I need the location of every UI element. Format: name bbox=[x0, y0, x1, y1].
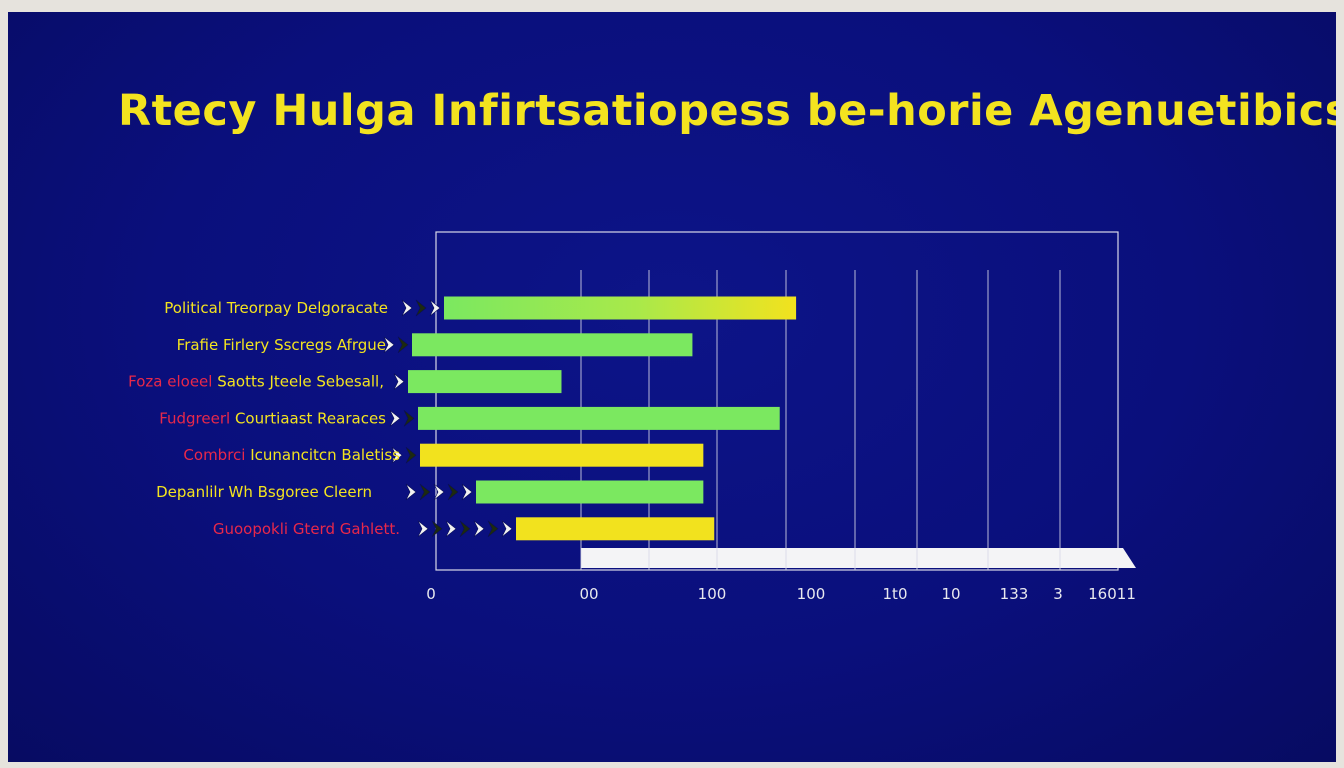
bar-arrow-marker bbox=[459, 520, 471, 538]
x-tick-label: 3 bbox=[1053, 585, 1063, 603]
bar-chart: Political Treorpay Delgoracate Frafie Fir… bbox=[128, 231, 1136, 603]
bar-arrow-marker bbox=[383, 336, 395, 354]
x-tick-label: 133 bbox=[1000, 585, 1029, 603]
bar-arrow-marker bbox=[473, 520, 485, 538]
bar-arrow-marker bbox=[405, 446, 417, 464]
bar bbox=[516, 517, 715, 541]
category-label: Political Treorpay Delgoracate bbox=[164, 299, 388, 317]
bar-arrow-marker bbox=[419, 483, 431, 501]
x-tick-label: 100 bbox=[698, 585, 727, 603]
bar-arrow-marker bbox=[431, 520, 443, 538]
chart-slide: Rtecy Hulga Infirtsatiopess be-horie Age… bbox=[8, 12, 1336, 762]
category-label: Foza eloeel Saotts Jteele Sebesall, bbox=[128, 373, 384, 391]
bar-arrow-marker bbox=[445, 520, 457, 538]
x-tick-label: 0 bbox=[426, 585, 436, 603]
x-tick-label: 16011 bbox=[1088, 585, 1136, 603]
bar-arrow-marker bbox=[405, 483, 417, 501]
bar bbox=[444, 296, 797, 320]
bar bbox=[420, 443, 704, 467]
category-label: Fudgreerl Courtiaast Rearaces bbox=[159, 409, 386, 427]
bar-arrow-marker bbox=[391, 446, 403, 464]
axis-baseline bbox=[581, 548, 1136, 568]
bar-arrow-marker bbox=[401, 299, 413, 317]
bar-arrow-marker bbox=[403, 410, 415, 427]
category-label: Depanlilr Wh Bsgoree Cleern bbox=[156, 483, 372, 501]
bar bbox=[418, 406, 780, 430]
bar-arrow-marker bbox=[393, 373, 405, 390]
plot-frame bbox=[435, 231, 1119, 571]
x-tick-label: 10 bbox=[941, 585, 960, 603]
bar-arrow-marker bbox=[397, 336, 409, 354]
x-tick-label: 00 bbox=[579, 585, 598, 603]
chart-title: Rtecy Hulga Infirtsatiopess be-horie Age… bbox=[118, 86, 1336, 136]
bar-arrow-marker bbox=[433, 483, 445, 501]
category-label: Guoopokli Gterd Gahlett. bbox=[213, 520, 400, 538]
bar bbox=[476, 480, 704, 504]
bar-arrow-marker bbox=[501, 520, 513, 538]
bar bbox=[412, 333, 693, 357]
bar-arrow-marker bbox=[417, 520, 429, 538]
bar-arrow-marker bbox=[429, 299, 441, 317]
category-label: Frafie Firlery Sscregs Afrgue bbox=[177, 336, 386, 354]
bar-arrow-marker bbox=[487, 520, 499, 538]
category-label: Combrci Icunancitcn Baletiss bbox=[183, 446, 400, 464]
x-tick-label: 100 bbox=[797, 585, 826, 603]
bar-arrow-marker bbox=[461, 483, 473, 501]
bar-arrow-marker bbox=[415, 299, 427, 317]
x-tick-label: 1t0 bbox=[883, 585, 908, 603]
bar-arrow-marker bbox=[447, 483, 459, 501]
bar-arrow-marker bbox=[389, 410, 401, 427]
bar bbox=[408, 370, 562, 394]
